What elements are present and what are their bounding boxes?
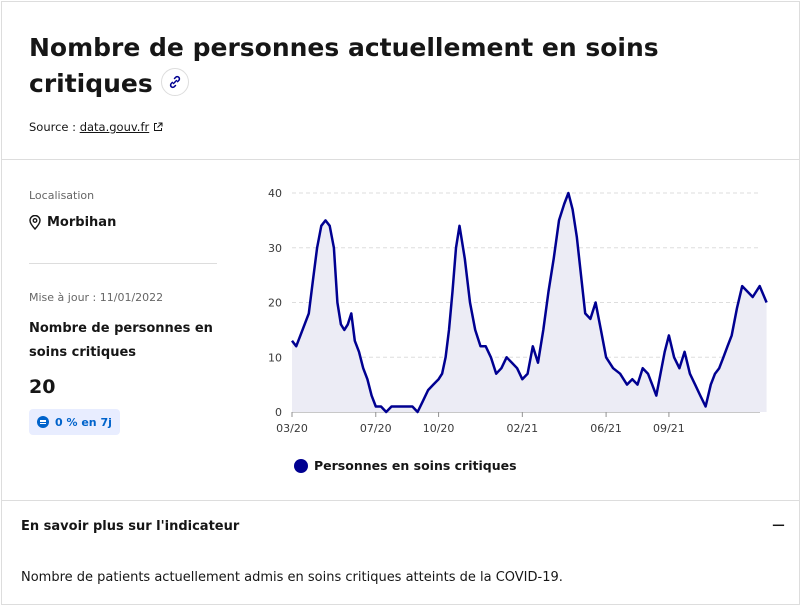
header-divider: [2, 159, 799, 160]
x-tick-label: 10/20: [423, 422, 455, 435]
kpi-value: 20: [29, 376, 56, 398]
legend-swatch: [294, 458, 308, 473]
x-tick-label: 03/20: [276, 422, 308, 435]
trend-badge-text: 0 % en 7j: [55, 415, 112, 429]
location-label: Localisation: [29, 189, 95, 202]
series-line: [291, 191, 768, 414]
y-tick-label: 30: [268, 242, 282, 255]
accordion-divider: [2, 500, 799, 501]
kpi-title: Nombre de personnes en soins critiques: [29, 321, 213, 360]
x-tick-label: 02/21: [506, 422, 538, 435]
minus-icon[interactable]: −: [770, 515, 786, 536]
source-link[interactable]: data.gouv.fr: [80, 120, 150, 134]
y-tick-label: 20: [268, 297, 282, 310]
location-value: Morbihan: [47, 215, 117, 230]
location: Morbihan: [29, 215, 116, 230]
accordion-description: Nombre de patients actuellement admis en…: [21, 570, 563, 585]
y-tick-label: 0: [275, 406, 282, 419]
x-tick-label: 09/21: [653, 422, 685, 435]
update-date: Mise à jour : 11/01/2022: [29, 291, 164, 304]
x-tick-label: 07/20: [360, 422, 392, 435]
title-text: Nombre de personnes actuellement en soin…: [29, 33, 659, 98]
equal-icon: [37, 416, 49, 428]
y-tick-label: 40: [268, 187, 282, 200]
y-tick-label: 10: [268, 351, 282, 364]
link-icon: [169, 75, 180, 89]
source-line: Source : data.gouv.fr: [29, 120, 163, 134]
x-tick-label: 06/21: [590, 422, 622, 435]
legend-label: Personnes en soins critiques: [314, 458, 517, 473]
copy-link-button[interactable]: [160, 68, 189, 96]
trend-badge: 0 % en 7j: [29, 409, 120, 435]
external-link-icon: [153, 122, 163, 131]
sidebar-divider: [29, 263, 217, 264]
source-link-text: data.gouv.fr: [79, 120, 150, 134]
chart: 0 10 20 30 40 03/20 07/20 10/20 02/21 06/21 09/21: [268, 187, 768, 435]
source-prefix: Source :: [29, 120, 77, 134]
location-pin-icon: [29, 215, 41, 230]
chart-legend: Personnes en soins critiques: [294, 458, 517, 473]
accordion-title: En savoir plus sur l'indicateur: [21, 518, 240, 534]
page-title: Nombre de personnes actuellement en soin…: [29, 30, 669, 102]
accordion-header[interactable]: En savoir plus sur l'indicateur −: [21, 517, 786, 535]
